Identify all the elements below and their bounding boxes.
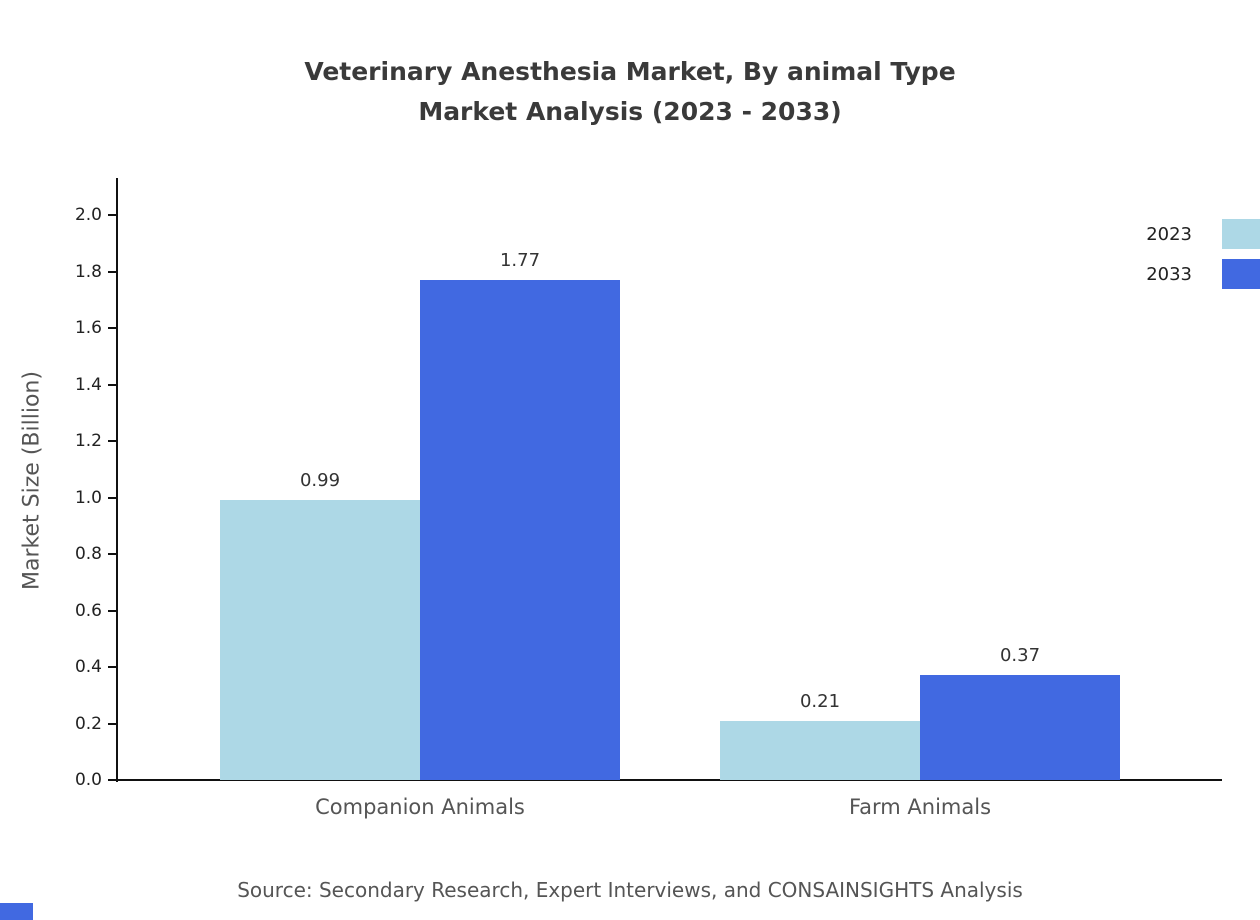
y-tick-mark <box>108 666 116 668</box>
y-tick-mark <box>108 722 116 725</box>
y-tick-mark <box>108 383 116 386</box>
bar-2033-0 <box>420 279 620 780</box>
watermark-block <box>0 903 33 920</box>
y-tick-label: 0.0 <box>74 770 102 790</box>
y-tick-mark <box>108 779 116 781</box>
y-tick-label: 1.8 <box>74 261 102 282</box>
y-axis-line <box>116 178 118 782</box>
y-tick-mark <box>108 553 116 555</box>
x-axis-line <box>116 779 1222 781</box>
legend-row-2033: 2033 <box>1146 259 1260 289</box>
chart-title-line2: Market Analysis (2023 - 2033) <box>418 97 842 126</box>
y-tick-label: 0.4 <box>74 657 102 677</box>
y-tick-mark <box>108 609 116 612</box>
y-tick-label: 1.0 <box>74 487 102 508</box>
y-tick-label: 0.6 <box>74 600 102 621</box>
y-tick-label: 0.8 <box>74 544 102 564</box>
legend-swatch <box>1222 259 1260 289</box>
legend: 2023 2033 <box>1146 219 1260 299</box>
y-axis-label: Market Size (Billion) <box>19 371 45 590</box>
legend-label: 2033 <box>1146 263 1192 285</box>
bar-2023-0 <box>220 500 420 780</box>
x-category-label: Companion Animals <box>315 795 525 819</box>
legend-swatch <box>1222 219 1260 249</box>
y-tick-mark <box>108 270 116 273</box>
bar-2033-1 <box>920 675 1120 780</box>
bar-value-label: 0.37 <box>999 645 1041 667</box>
legend-row-2023: 2023 <box>1146 219 1260 249</box>
y-tick-mark <box>108 214 116 216</box>
bar-2023-1 <box>720 720 920 780</box>
y-tick-mark <box>108 327 116 329</box>
bar-value-label: 0.99 <box>299 470 341 492</box>
x-category-label: Farm Animals <box>848 795 992 819</box>
y-tick-label: 1.2 <box>74 431 102 451</box>
y-tick-label: 1.4 <box>74 374 102 395</box>
y-tick-label: 0.2 <box>74 713 102 734</box>
y-tick-mark <box>108 440 116 442</box>
bar-value-label: 0.21 <box>799 690 841 712</box>
y-tick-label: 1.6 <box>74 318 102 338</box>
bar-value-label: 1.77 <box>499 249 541 271</box>
y-tick-label: 2.0 <box>74 205 102 225</box>
legend-label: 2023 <box>1146 223 1192 245</box>
source-text: Source: Secondary Research, Expert Inter… <box>237 878 1023 902</box>
chart-title: Veterinary Anesthesia Market, By animal … <box>0 52 1260 132</box>
chart-title-line1: Veterinary Anesthesia Market, By animal … <box>304 57 956 86</box>
y-tick-mark <box>108 496 116 499</box>
